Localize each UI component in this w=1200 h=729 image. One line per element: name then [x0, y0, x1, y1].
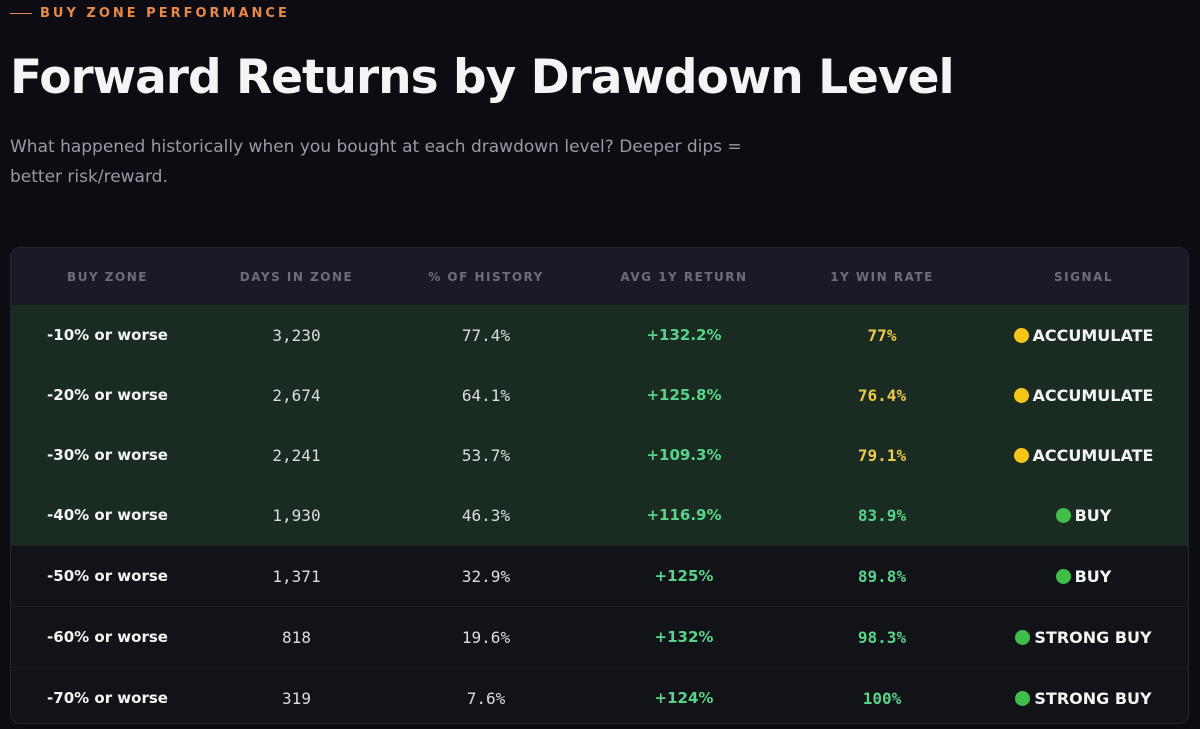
- buy-zone: -30% or worse: [11, 425, 204, 485]
- win-rate: 83.9%: [785, 485, 979, 546]
- table-row: -70% or worse 319 7.6% +124% 100% STRONG BUY: [11, 667, 1188, 723]
- column-header: BUY ZONE: [11, 248, 204, 305]
- table-row: -40% or worse 1,930 46.3% +116.9% 83.9% BUY: [11, 485, 1188, 546]
- signal-dot: [1013, 447, 1029, 463]
- buy-zone: -10% or worse: [11, 305, 204, 365]
- pct-history: 46.3%: [389, 485, 583, 546]
- table-card: BUY ZONE DAYS IN ZONE% OF HISTORY AVG 1Y R…: [10, 247, 1189, 724]
- pct-history: 7.6%: [389, 667, 583, 723]
- signal-dot: [1055, 568, 1071, 584]
- win-rate: 77%: [785, 305, 979, 365]
- signal-dot: [1055, 507, 1071, 523]
- table: BUY ZONE DAYS IN ZONE% OF HISTORY AVG 1Y R…: [11, 248, 1188, 723]
- avg-return: +132.2%: [583, 305, 785, 365]
- column-header: SIGNAL: [979, 248, 1188, 305]
- signal: BUY: [1074, 566, 1112, 586]
- table-row: -10% or worse 3,230 77.4% +132.2% 77% ACCUMUL…: [11, 305, 1188, 365]
- column-header: % OF HISTORY: [389, 248, 583, 305]
- column-header: AVG 1Y RETURN: [583, 248, 785, 305]
- signal-cell: STRONG BUY: [979, 667, 1188, 723]
- buy-zone: -60% or worse: [11, 606, 204, 668]
- days-in-zone: 1,371: [204, 545, 389, 607]
- signal-cell: BUY: [979, 485, 1188, 546]
- pct-history: 77.4%: [389, 305, 583, 365]
- win-rate: 76.4%: [785, 365, 979, 425]
- avg-return: +132%: [583, 606, 785, 668]
- days-in-zone: 818: [204, 606, 389, 668]
- signal-dot: [1015, 690, 1031, 706]
- signal: ACCUMULATE: [1032, 385, 1154, 405]
- days-in-zone: 2,674: [204, 365, 389, 425]
- table-row: -20% or worse 2,674 64.1% +125.8% 76.4% ACCUM…: [11, 365, 1188, 425]
- pct-history: 32.9%: [389, 545, 583, 607]
- signal: STRONG BUY: [1034, 688, 1152, 708]
- signal: STRONG BUY: [1034, 627, 1152, 647]
- signal-cell: ACCUMULATE: [979, 365, 1188, 425]
- table-row: -30% or worse 2,241 53.7% +109.3% 79.1% ACCUM…: [11, 425, 1188, 485]
- pct-history: 64.1%: [389, 365, 583, 425]
- avg-return: +125.8%: [583, 365, 785, 425]
- signal: BUY: [1074, 505, 1112, 525]
- avg-return: +116.9%: [583, 485, 785, 546]
- header-row: BUY ZONE DAYS IN ZONE% OF HISTORY AVG 1Y R…: [11, 248, 1188, 305]
- win-rate: 100%: [785, 667, 979, 723]
- column-header: DAYS IN ZONE: [204, 248, 389, 305]
- signal-cell: ACCUMULATE: [979, 425, 1188, 485]
- signal-dot: [1015, 629, 1031, 645]
- days-in-zone: 2,241: [204, 425, 389, 485]
- win-rate: 98.3%: [785, 606, 979, 668]
- column-header: 1Y WIN RATE: [785, 248, 979, 305]
- table-body: -10% or worse 3,230 77.4% +132.2% 77% ACCUMUL…: [11, 305, 1188, 723]
- days-in-zone: 319: [204, 667, 389, 723]
- win-rate: 89.8%: [785, 545, 979, 607]
- signal: ACCUMULATE: [1032, 445, 1154, 465]
- avg-return: +124%: [583, 667, 785, 723]
- buy-zone: -20% or worse: [11, 365, 204, 425]
- signal-cell: STRONG BUY: [979, 606, 1188, 668]
- signal-dot: [1013, 327, 1029, 343]
- table-row: -60% or worse 818 19.6% +132% 98.3% STRONG BU…: [11, 606, 1188, 668]
- signal-dot: [1013, 387, 1029, 403]
- signal-cell: BUY: [979, 545, 1188, 607]
- table-row: -50% or worse 1,371 32.9% +125% 89.8% BUY: [11, 545, 1188, 607]
- subtitle: What happened historically when you boug…: [10, 137, 742, 187]
- signal-cell: ACCUMULATE: [979, 305, 1188, 365]
- avg-return: +125%: [583, 545, 785, 607]
- buy-zone: -40% or worse: [11, 485, 204, 546]
- pct-history: 19.6%: [389, 606, 583, 668]
- avg-return: +109.3%: [583, 425, 785, 485]
- days-in-zone: 3,230: [204, 305, 389, 365]
- win-rate: 79.1%: [785, 425, 979, 485]
- pct-history: 53.7%: [389, 425, 583, 485]
- signal: ACCUMULATE: [1032, 325, 1154, 345]
- days-in-zone: 1,930: [204, 485, 389, 546]
- title: Forward Returns by Drawdown Level: [10, 50, 955, 105]
- buy-zone: -70% or worse: [11, 667, 204, 723]
- buy-zone: -50% or worse: [11, 545, 204, 607]
- eyebrow: BUY ZONE PERFORMANCE: [10, 6, 290, 21]
